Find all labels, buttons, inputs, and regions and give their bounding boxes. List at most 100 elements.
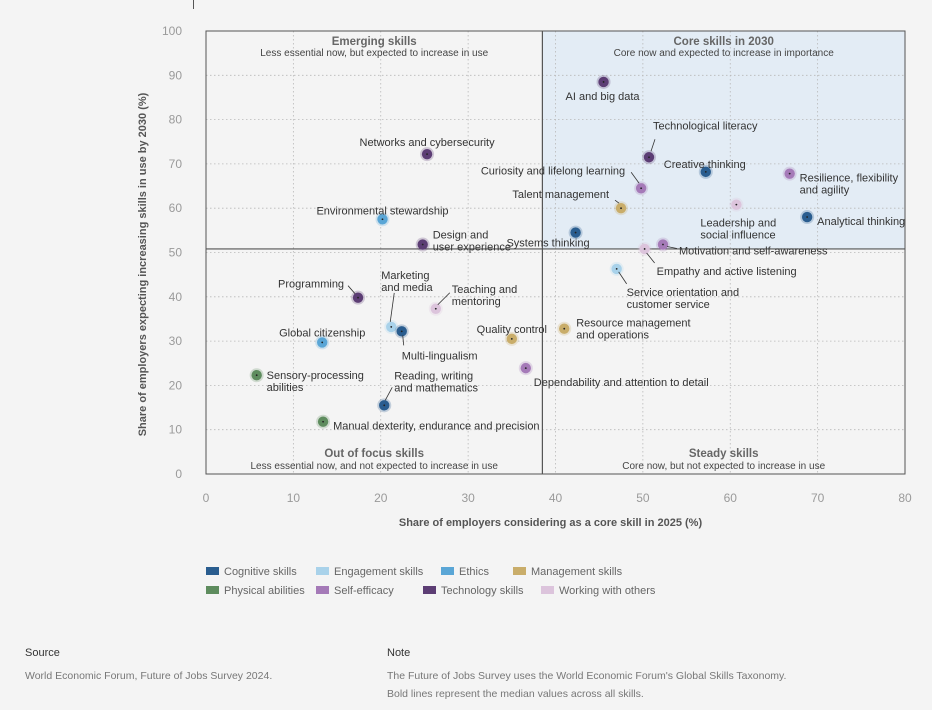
point-label: Talent management — [512, 189, 609, 201]
point-label: Resilience, flexibility — [800, 173, 899, 185]
legend-item: Cognitive skills — [206, 566, 297, 578]
data-point-center — [602, 81, 605, 83]
point-label: Reading, writing — [394, 370, 473, 382]
legend-swatch — [316, 567, 329, 576]
legend-label: Management skills — [531, 566, 623, 578]
point-label: Service orientation and — [627, 287, 740, 299]
y-tick-label: 30 — [169, 334, 183, 348]
data-point-center — [255, 374, 258, 377]
data-point-center — [806, 216, 809, 218]
quadrant-subtitle-out-of-focus: Less essential now, and not expected to … — [251, 461, 499, 472]
legend-item: Physical abilities — [206, 585, 305, 597]
skills-scatter-chart: 0 10 20 30 40 50 60 70 80 90 100 0 10 20 30 40 50 60 70 80 S… — [137, 24, 912, 529]
data-point-center — [704, 170, 707, 173]
data-point-center — [421, 243, 424, 246]
label-leader-line — [646, 252, 655, 264]
point-label: Networks and cybersecurity — [360, 137, 496, 149]
legend-label: Physical abilities — [224, 585, 305, 597]
legend-swatch — [513, 567, 526, 576]
legend-item: Engagement skills — [316, 566, 423, 578]
point-label: AI and big data — [566, 91, 641, 103]
legend-swatch — [423, 586, 436, 595]
legend-swatch — [206, 567, 219, 576]
point-label: Quality control — [477, 324, 547, 336]
legend-item: Working with others — [541, 585, 655, 597]
label-leader-line — [402, 335, 405, 346]
point-label: user experience — [433, 242, 511, 254]
legend-swatch — [206, 586, 219, 595]
y-tick-label: 90 — [169, 68, 183, 82]
data-point-center — [426, 153, 428, 156]
label-leader-line — [347, 285, 356, 294]
y-tick-label: 80 — [169, 113, 183, 127]
point-label: Programming — [278, 279, 344, 291]
legend-swatch — [541, 586, 554, 595]
point-label: Empathy and active listening — [657, 266, 797, 278]
quadrant-title-core: Core skills in 2030 — [674, 36, 774, 48]
data-point-center — [400, 330, 403, 333]
x-tick-label: 50 — [636, 491, 650, 505]
point-label: Curiosity and lifelong learning — [481, 165, 625, 177]
legend-label: Working with others — [559, 585, 656, 597]
data-point-center — [735, 203, 738, 206]
data-point-center — [662, 243, 664, 246]
y-tick-label: 20 — [169, 378, 183, 392]
label-leader-line — [384, 387, 393, 401]
point-label: and media — [381, 282, 433, 294]
label-leader-line — [437, 292, 451, 306]
data-point-center — [510, 337, 513, 340]
source-text: World Economic Forum, Future of Jobs Sur… — [25, 670, 273, 682]
label-leader-line — [618, 271, 627, 285]
point-label: customer service — [627, 299, 710, 311]
y-tick-label: 100 — [162, 24, 182, 38]
data-point-center — [381, 218, 384, 221]
point-label: Motivation and self-awareness — [679, 246, 828, 258]
data-point-center — [574, 231, 577, 234]
legend-swatch — [441, 567, 454, 576]
legend-swatch — [316, 586, 329, 595]
source-heading: Source — [25, 647, 60, 659]
x-tick-label: 0 — [203, 491, 210, 505]
point-label: Teaching and — [452, 284, 517, 296]
x-tick-label: 70 — [811, 491, 825, 505]
y-tick-label: 0 — [175, 467, 182, 481]
quadrant-title-emerging: Emerging skills — [332, 36, 417, 48]
point-label: social influence — [700, 230, 775, 242]
point-label: and operations — [576, 330, 649, 342]
point-label: Technological literacy — [653, 120, 758, 132]
legend-label: Cognitive skills — [224, 566, 297, 578]
note-line-1: The Future of Jobs Survey uses the World… — [387, 670, 787, 682]
quadrant-subtitle-steady: Core now, but not expected to increase i… — [622, 461, 825, 472]
point-label: Marketing — [381, 270, 429, 282]
note-heading: Note — [387, 647, 411, 659]
quadrant-title-steady: Steady skills — [689, 448, 759, 460]
x-axis-title: Share of employers considering as a core… — [399, 517, 703, 529]
data-point-center — [383, 404, 386, 407]
point-label: Design and — [433, 230, 489, 242]
legend-item: Self-efficacy — [316, 585, 394, 597]
data-point-center — [357, 296, 359, 299]
legend-item: Technology skills — [423, 585, 524, 597]
data-point-center — [640, 187, 643, 190]
label-leader-line — [630, 172, 640, 184]
legend-label: Engagement skills — [334, 566, 424, 578]
y-tick-label: 50 — [169, 246, 183, 260]
y-axis-title: Share of employers expecting increasing … — [137, 92, 149, 436]
y-tick-label: 40 — [169, 290, 183, 304]
data-point-center — [648, 156, 650, 159]
data-point-center — [524, 367, 527, 370]
data-point-center — [434, 307, 437, 310]
note-line-2: Bold lines represent the median values a… — [387, 688, 644, 700]
top-marker — [193, 0, 194, 9]
data-point-center — [321, 341, 324, 344]
point-label: Sensory-processing — [267, 370, 364, 382]
legend-label: Ethics — [459, 566, 489, 578]
point-label: Analytical thinking — [817, 216, 905, 228]
point-label: Systems thinking — [506, 238, 589, 250]
plot-frame — [205, 30, 906, 475]
data-point-center — [390, 326, 393, 328]
quadrant-subtitle-emerging: Less essential now, but expected to incr… — [260, 48, 488, 59]
label-leader-line — [389, 292, 395, 322]
point-label: and mathematics — [394, 382, 478, 394]
data-point-center — [788, 172, 791, 175]
